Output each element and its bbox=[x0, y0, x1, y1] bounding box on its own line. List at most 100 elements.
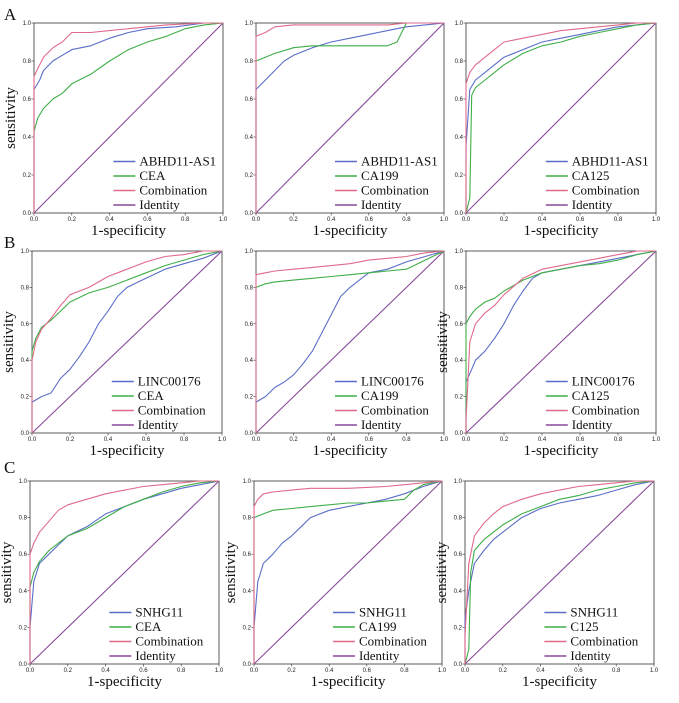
x-tick-label: 0.0 bbox=[28, 437, 37, 443]
series-line-combination bbox=[464, 480, 654, 664]
series-line-combination bbox=[465, 22, 656, 213]
y-tick-label: 0.6 bbox=[455, 322, 464, 328]
roc-plot-c3: 0.0 0.2 0.4 0.6 0.8 1.0 0.0 0.2 0.4 0.6 0.8 1.0 SNHG… bbox=[434, 479, 659, 690]
y-tick-label: 0.2 bbox=[245, 395, 254, 401]
x-tick-label: 1.0 bbox=[652, 437, 661, 443]
y-tick-label: 0.6 bbox=[455, 97, 464, 103]
x-tick-label: 1.0 bbox=[650, 668, 659, 674]
y-tick-label: 1.0 bbox=[455, 249, 464, 255]
x-tick-label: 0.2 bbox=[64, 668, 73, 674]
legend-label: CEA bbox=[138, 388, 165, 403]
series-line-combination bbox=[33, 22, 223, 213]
series-line-snhg11 bbox=[253, 480, 443, 664]
y-tick-label: 0.6 bbox=[243, 552, 252, 558]
x-tick-label: 0.8 bbox=[614, 437, 623, 443]
x-axis-title: 1-specificity bbox=[524, 443, 599, 459]
x-tick-label: 0.8 bbox=[612, 668, 621, 674]
series-line-cea bbox=[31, 250, 223, 433]
x-axis-title: 1-specificity bbox=[87, 674, 162, 690]
x-tick-label: 0.8 bbox=[181, 217, 190, 223]
legend-label: CA199 bbox=[359, 619, 397, 634]
x-tick-label: 0.0 bbox=[252, 437, 261, 443]
y-tick-label: 1.0 bbox=[23, 21, 32, 27]
panel-letter-c: C bbox=[4, 458, 15, 477]
x-tick-label: 1.0 bbox=[438, 668, 447, 674]
series-line-identity bbox=[255, 22, 445, 214]
x-tick-label: 0.4 bbox=[101, 668, 110, 674]
y-tick-label: 0.4 bbox=[245, 135, 254, 141]
legend-label: LINC00176 bbox=[138, 374, 201, 389]
x-tick-label: 0.6 bbox=[143, 217, 152, 223]
y-tick-label: 0.8 bbox=[245, 285, 254, 291]
x-tick-label: 0.4 bbox=[327, 437, 336, 443]
x-tick-label: 0.6 bbox=[576, 217, 585, 223]
x-tick-label: 0.4 bbox=[325, 668, 334, 674]
legend-label: CEA bbox=[135, 619, 162, 634]
series-line-abhd11-as1 bbox=[255, 22, 445, 213]
x-tick-label: 1.0 bbox=[219, 217, 228, 223]
x-tick-label: 0.6 bbox=[365, 437, 374, 443]
legend-label: CA199 bbox=[361, 168, 399, 183]
legend-label: Identity bbox=[139, 197, 180, 212]
y-tick-label: 0.8 bbox=[19, 516, 28, 522]
legend-label: Combination bbox=[572, 183, 640, 198]
x-tick-label: 0.8 bbox=[402, 217, 411, 223]
x-tick-label: 0.2 bbox=[500, 437, 509, 443]
y-tick-label: 0.8 bbox=[243, 516, 252, 522]
legend-label: Combination bbox=[135, 634, 203, 649]
series-line-snhg11 bbox=[29, 480, 220, 664]
y-tick-label: 0.6 bbox=[454, 552, 463, 558]
legend-label: CA199 bbox=[361, 388, 399, 403]
x-tick-label: 0.4 bbox=[538, 217, 547, 223]
series-line-ca199 bbox=[255, 22, 444, 213]
y-tick-label: 0.6 bbox=[245, 322, 254, 328]
x-axis-title: 1-specificity bbox=[90, 443, 165, 459]
legend-label: CEA bbox=[139, 168, 166, 183]
y-tick-label: 1.0 bbox=[243, 479, 252, 485]
x-tick-label: 0.0 bbox=[462, 437, 471, 443]
series-line-abhd11-as1 bbox=[465, 22, 657, 213]
series-line-cea bbox=[33, 22, 224, 213]
x-tick-label: 0.4 bbox=[327, 217, 336, 223]
y-tick-label: 1.0 bbox=[19, 479, 28, 485]
series-line-ca125 bbox=[465, 250, 657, 433]
y-tick-label: 1.0 bbox=[21, 249, 30, 255]
x-tick-label: 1.0 bbox=[440, 437, 449, 443]
y-tick-label: 0.0 bbox=[23, 211, 32, 217]
y-tick-label: 0.4 bbox=[455, 358, 464, 364]
plot-frame bbox=[464, 480, 655, 665]
y-axis-title: sensitivity bbox=[0, 541, 15, 603]
x-tick-label: 0.2 bbox=[499, 668, 508, 674]
series-line-linc00176 bbox=[465, 250, 657, 433]
legend-label: CA125 bbox=[572, 168, 610, 183]
roc-plot-c2: 0.0 0.2 0.4 0.6 0.8 1.0 0.0 0.2 0.4 0.6 0.8 1.0 SNHG… bbox=[223, 479, 447, 690]
legend-label: Identity bbox=[361, 197, 402, 212]
series-line-identity bbox=[31, 250, 223, 434]
series-line-linc00176 bbox=[255, 250, 445, 433]
plot-frame bbox=[31, 250, 223, 434]
series-line-identity bbox=[465, 250, 657, 434]
y-tick-label: 0.8 bbox=[455, 285, 464, 291]
y-tick-label: 0.0 bbox=[245, 431, 254, 437]
series-line-ca199 bbox=[255, 250, 445, 433]
x-tick-label: 0.8 bbox=[614, 217, 623, 223]
y-tick-label: 0.0 bbox=[454, 662, 463, 668]
legend-label: Identity bbox=[361, 417, 402, 432]
legend-label: SNHG11 bbox=[570, 605, 618, 620]
legend-label: Identity bbox=[570, 648, 611, 663]
x-tick-label: 0.6 bbox=[363, 668, 372, 674]
legend-label: Combination bbox=[570, 634, 638, 649]
x-axis-title: 1-specificity bbox=[91, 223, 166, 239]
legend-label: ABHD11-AS1 bbox=[572, 154, 649, 169]
series-line-identity bbox=[464, 480, 655, 665]
x-tick-label: 0.6 bbox=[365, 217, 374, 223]
legend-label: Combination bbox=[572, 403, 640, 418]
x-tick-label: 0.2 bbox=[68, 217, 77, 223]
series-line-identity bbox=[33, 22, 224, 214]
x-tick-label: 0.0 bbox=[26, 668, 35, 674]
series-line-abhd11-as1 bbox=[33, 22, 223, 213]
